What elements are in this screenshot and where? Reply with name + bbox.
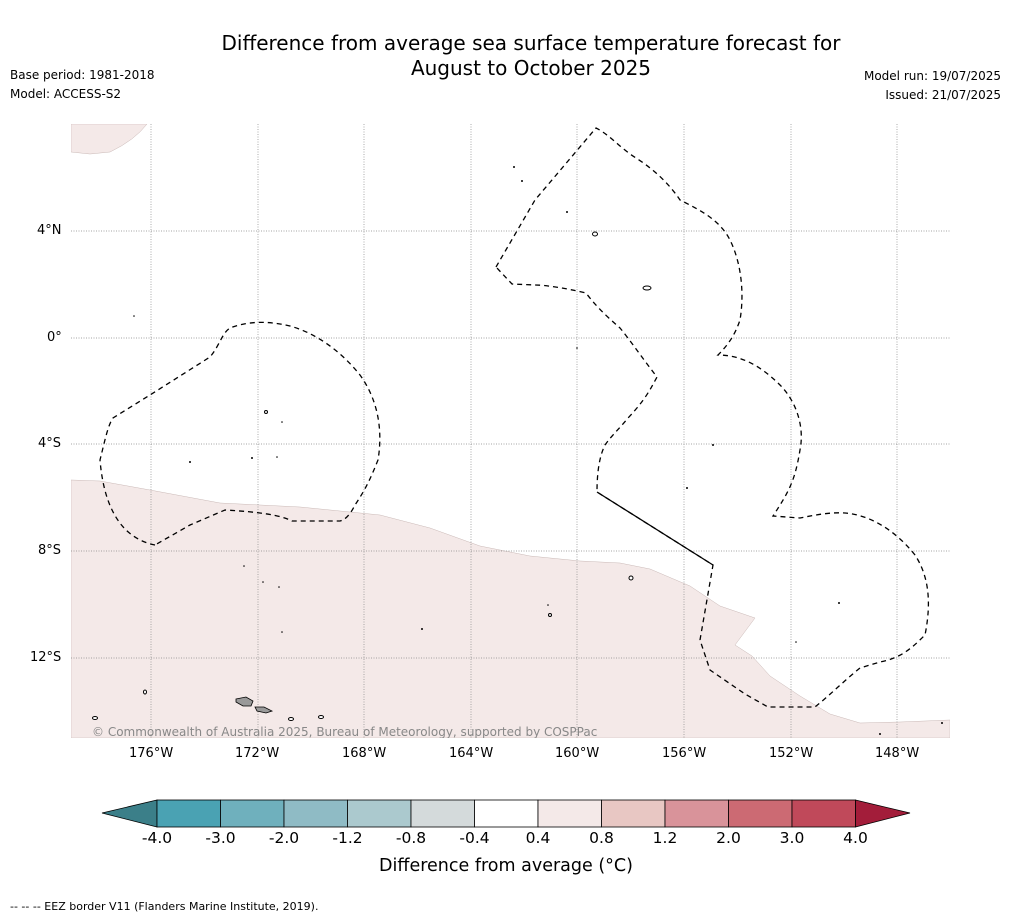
colorbar-tick: -0.8 <box>395 829 427 847</box>
lat-label-0: 0° <box>47 330 62 345</box>
meta-right: Model run: 19/07/2025 Issued: 21/07/2025 <box>864 67 1001 105</box>
colorbar <box>101 799 911 828</box>
base-period: Base period: 1981-2018 <box>10 68 155 82</box>
meta-left: Base period: 1981-2018 Model: ACCESS-S2 <box>10 66 155 104</box>
islet <box>576 347 578 349</box>
colorbar-tick: -1.2 <box>332 829 363 847</box>
islet <box>838 602 840 604</box>
colorbar-bin <box>347 799 412 828</box>
colorbar-tick: 1.2 <box>652 829 678 847</box>
islet <box>547 604 549 606</box>
colorbar-bin <box>537 799 602 828</box>
lon-label-176w: 176°W <box>129 746 174 761</box>
eez-legend: -- -- -- EEZ border V11 (Flanders Marine… <box>10 900 319 913</box>
island <box>642 285 652 291</box>
colorbar-title: Difference from average (°C) <box>379 856 633 876</box>
colorbar-tick: 4.0 <box>843 829 868 847</box>
colorbar-bin <box>220 799 285 828</box>
islet <box>278 586 280 588</box>
colorbar-bin <box>791 799 856 828</box>
colorbar-tick: -4.0 <box>141 829 173 847</box>
colorbar-tick: 2.0 <box>716 829 741 847</box>
islet <box>712 444 714 446</box>
lon-label-156w: 156°W <box>662 746 707 761</box>
islet <box>513 166 515 168</box>
colorbar-tick: 3.0 <box>779 829 805 847</box>
model-name: Model: ACCESS-S2 <box>10 87 122 101</box>
eez-tokelau <box>99 321 381 546</box>
island <box>318 715 324 719</box>
colorbar-bin <box>601 799 666 828</box>
colorbar-bin <box>156 799 221 828</box>
issued-date: Issued: 21/07/2025 <box>885 88 1001 102</box>
island <box>288 717 294 721</box>
islet <box>521 180 523 182</box>
lat-label-12s: 12°S <box>30 650 62 665</box>
islet <box>133 315 135 317</box>
islet <box>251 457 253 459</box>
lon-label-148w: 148°W <box>875 746 920 761</box>
model-run: Model run: 19/07/2025 <box>863 69 1001 83</box>
lon-label-160w: 160°W <box>555 746 600 761</box>
island-upolu <box>254 706 274 714</box>
island <box>264 410 268 414</box>
islet <box>566 211 568 213</box>
lon-label-164w: 164°W <box>449 746 494 761</box>
map-title: Difference from average sea surface temp… <box>0 31 1011 81</box>
colorbar-tick: -3.0 <box>205 829 236 847</box>
island <box>548 613 552 617</box>
islet <box>795 641 797 643</box>
lat-gridlines <box>71 230 950 659</box>
island <box>592 231 598 237</box>
anomaly-region-north <box>71 124 148 155</box>
colorbar-bin <box>664 799 729 828</box>
colorbar-max-triangle <box>855 799 911 828</box>
colorbar-tick: 0.8 <box>589 829 614 847</box>
eez-line-islands <box>495 127 930 708</box>
islet <box>281 631 283 633</box>
lon-label-172w: 172°W <box>235 746 280 761</box>
islet <box>879 733 881 735</box>
lat-label-4s: 4°S <box>38 436 62 451</box>
lon-label-152w: 152°W <box>769 746 814 761</box>
eez-borders <box>99 127 930 708</box>
anomaly-region-south <box>71 479 950 738</box>
colorbar-bin <box>283 799 348 828</box>
lon-label-168w: 168°W <box>342 746 387 761</box>
samoa-islands <box>235 696 274 714</box>
islet <box>189 461 191 463</box>
colorbar-bin <box>728 799 793 828</box>
copyright-notice: © Commonwealth of Australia 2025, Bureau… <box>92 725 597 739</box>
colorbar-bin <box>474 799 539 828</box>
lat-label-4n: 4°N <box>37 223 62 238</box>
colorbar-tick: 0.4 <box>525 829 551 847</box>
islands <box>92 231 652 721</box>
islet <box>276 456 278 458</box>
colorbar-bin <box>410 799 475 828</box>
island <box>92 716 98 720</box>
colorbar-tick: -2.0 <box>268 829 300 847</box>
islet <box>421 628 423 630</box>
island-savaii <box>235 696 254 707</box>
island <box>143 689 147 695</box>
title-line-1: Difference from average sea surface temp… <box>221 31 841 55</box>
islet <box>686 487 688 489</box>
islet <box>281 421 283 423</box>
colorbar-tick: -0.4 <box>459 829 490 847</box>
map-plot-area: © Commonwealth of Australia 2025, Bureau… <box>71 124 950 739</box>
islet <box>941 722 943 724</box>
islet <box>262 581 264 583</box>
lat-label-8s: 8°S <box>38 543 62 558</box>
title-line-2: August to October 2025 <box>410 56 652 80</box>
small-islets <box>133 166 943 735</box>
island <box>628 575 634 581</box>
islet <box>243 565 245 567</box>
eez-solid-segment <box>596 491 714 566</box>
colorbar-min-triangle <box>101 799 158 828</box>
